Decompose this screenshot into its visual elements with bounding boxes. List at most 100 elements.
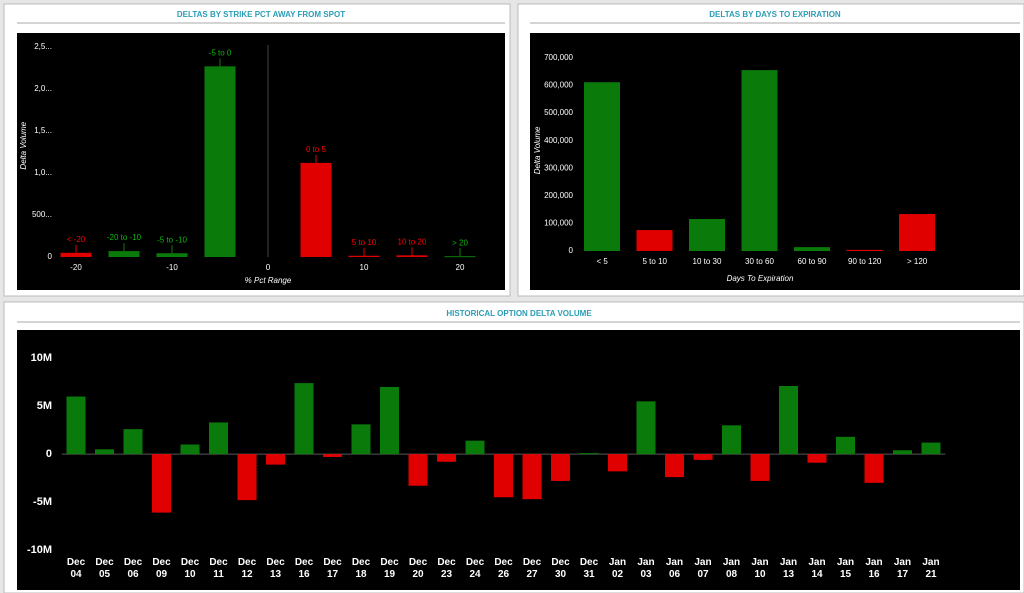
x-tick-label: Jan 14: [808, 557, 826, 580]
x-tick-label: -20: [70, 263, 82, 272]
bar: [351, 424, 371, 455]
bar: [465, 440, 485, 455]
bar: [522, 454, 542, 500]
bar: [380, 386, 399, 455]
y-tick-label: 200,000: [544, 191, 573, 200]
bar: [300, 162, 332, 257]
bar: [899, 214, 935, 251]
y-tick-label: 1,0...: [34, 168, 52, 177]
bar: [722, 425, 741, 455]
bar: [204, 66, 236, 257]
bar: [750, 454, 770, 481]
x-tick-label: Jan 08: [722, 557, 741, 580]
x-tick-label: Dec 26: [494, 557, 513, 580]
x-tick-label: 90 to 120: [848, 257, 882, 266]
bar: [60, 252, 92, 257]
bar: [836, 436, 855, 455]
x-tick-label: Jan 16: [865, 557, 883, 580]
bar: [665, 454, 684, 478]
bar: [437, 454, 456, 462]
bar: [66, 396, 86, 455]
x-tick-label: Dec 09: [152, 557, 171, 580]
bar: [741, 70, 778, 252]
plot-area: [17, 33, 505, 290]
bar: [294, 383, 314, 455]
x-tick-label: Dec 27: [522, 557, 542, 580]
bar: [579, 453, 599, 455]
x-tick-label: Dec 20: [408, 557, 428, 580]
x-tick-label: Dec 11: [209, 557, 228, 580]
x-tick-label: Jan 02: [608, 557, 627, 580]
bar: [444, 256, 476, 258]
bar-label: 10 to 20: [398, 237, 427, 246]
bar: [180, 444, 200, 455]
bar: [689, 219, 725, 251]
x-tick-label: 60 to 90: [797, 257, 827, 266]
bar: [323, 454, 342, 457]
x-tick-label: Jan 03: [637, 557, 655, 580]
x-tick-label: 10: [360, 263, 369, 272]
x-tick-label: 5 to 10: [642, 257, 667, 266]
x-axis-label: Days To Expiration: [727, 274, 794, 283]
bar: [348, 255, 380, 257]
x-tick-label: Dec 06: [123, 557, 143, 580]
y-tick-label: 600,000: [544, 81, 573, 90]
x-tick-label: Jan 13: [779, 557, 798, 580]
bar: [921, 442, 941, 455]
x-tick-label: Jan 10: [751, 557, 769, 580]
bar: [551, 454, 570, 481]
bar: [266, 454, 285, 465]
x-tick-label: Dec 31: [579, 557, 599, 580]
x-tick-label: Jan 15: [836, 557, 855, 580]
x-tick-label: Dec 23: [437, 557, 456, 580]
y-tick-label: 0: [46, 448, 52, 460]
y-tick-label: 500,000: [544, 108, 573, 117]
x-axis-label: % Pct Range: [245, 276, 292, 285]
bar: [209, 422, 228, 455]
y-tick-label: -10M: [27, 544, 52, 556]
bar-label: < -20: [67, 235, 86, 244]
x-tick-label: Jan 07: [694, 557, 712, 580]
bar: [95, 449, 114, 455]
x-tick-label: > 120: [907, 257, 928, 266]
x-tick-label: Dec 05: [95, 557, 114, 580]
bar: [396, 255, 428, 257]
y-tick-label: 500...: [32, 210, 52, 219]
bar: [152, 454, 171, 513]
y-tick-label: 0: [569, 246, 574, 255]
y-tick-label: 100,000: [544, 219, 573, 228]
x-tick-label: Dec 13: [266, 557, 285, 580]
bar: [608, 454, 627, 472]
bar-label: -20 to -10: [107, 233, 142, 242]
bar-label: -5 to 0: [209, 48, 232, 57]
x-tick-label: 10 to 30: [692, 257, 722, 266]
bar-label: 5 to 10: [352, 238, 377, 247]
x-tick-label: Dec 16: [294, 557, 314, 580]
bar: [864, 454, 884, 483]
y-axis-label: Delta Volume: [19, 121, 28, 169]
x-tick-label: < 5: [596, 257, 608, 266]
bar: [584, 82, 620, 251]
y-tick-label: 0: [48, 252, 53, 261]
bar: [636, 230, 673, 251]
y-tick-label: 2,5...: [34, 42, 52, 51]
bar: [807, 454, 827, 463]
x-tick-label: Dec 18: [351, 557, 371, 580]
y-tick-label: 2,0...: [34, 84, 52, 93]
chart-title: DELTAS BY STRIKE PCT AWAY FROM SPOT: [177, 10, 345, 19]
y-tick-label: 1,5...: [34, 126, 52, 135]
bar: [636, 401, 656, 455]
y-tick-label: -5M: [33, 496, 52, 508]
y-tick-label: 300,000: [544, 163, 573, 172]
x-tick-label: Dec 17: [323, 557, 342, 580]
x-tick-label: Jan 06: [665, 557, 684, 580]
bar: [494, 454, 513, 498]
bar: [779, 385, 798, 455]
bar-label: > 20: [452, 238, 468, 247]
x-tick-label: Jan 17: [893, 557, 912, 580]
y-tick-label: 10M: [31, 352, 52, 364]
bar: [893, 450, 912, 455]
x-tick-label: 0: [266, 263, 271, 272]
x-tick-label: Dec 12: [237, 557, 257, 580]
